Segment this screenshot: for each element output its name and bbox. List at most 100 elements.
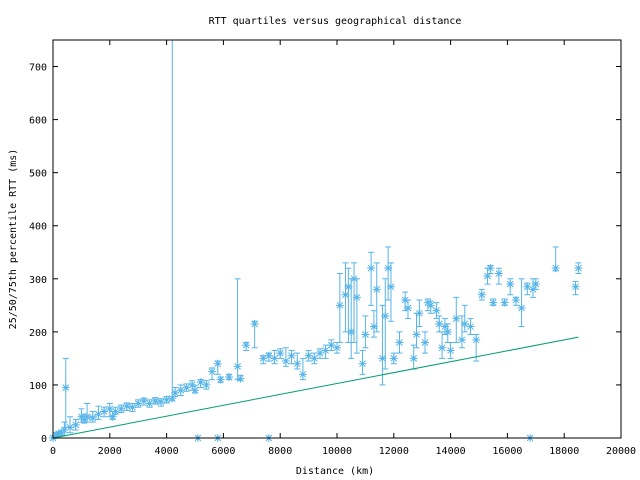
star-marker <box>333 343 341 352</box>
data-point <box>250 319 259 349</box>
star-marker <box>310 354 319 363</box>
star-marker <box>293 359 302 368</box>
data-point <box>409 344 418 370</box>
star-marker <box>506 280 515 289</box>
data-point <box>333 341 341 354</box>
star-marker <box>139 396 148 405</box>
star-marker <box>341 290 350 299</box>
star-marker <box>446 346 455 355</box>
data-point <box>361 315 370 349</box>
data-point <box>216 375 225 384</box>
star-marker <box>409 354 418 363</box>
star-marker <box>162 395 171 404</box>
star-marker <box>250 319 259 328</box>
data-point <box>381 278 390 370</box>
star-marker <box>415 309 424 318</box>
data-point <box>233 278 242 381</box>
star-marker <box>517 303 526 312</box>
star-marker <box>182 383 191 392</box>
data-point <box>208 367 217 381</box>
data-point <box>523 282 532 296</box>
star-marker <box>443 327 452 336</box>
star-marker <box>432 306 441 315</box>
data-point <box>71 418 80 431</box>
star-marker <box>94 410 103 419</box>
star-marker <box>483 272 492 281</box>
star-marker <box>421 338 430 347</box>
x-tick-label: 6000 <box>211 446 235 457</box>
data-point <box>293 352 302 370</box>
data-point <box>83 403 92 423</box>
data-point <box>347 278 356 359</box>
star-marker <box>438 343 447 352</box>
star-marker <box>327 341 336 350</box>
star-marker <box>395 338 404 347</box>
star-marker <box>202 380 211 389</box>
data-point <box>162 395 171 404</box>
star-marker <box>71 420 80 429</box>
data-point <box>281 347 290 367</box>
x-tick-label: 20000 <box>606 446 636 457</box>
data-point <box>196 378 205 389</box>
star-marker <box>171 388 180 397</box>
star-marker <box>176 386 185 395</box>
data-point <box>452 296 461 343</box>
data-point <box>100 406 109 418</box>
star-marker <box>347 327 356 336</box>
star-marker <box>452 314 461 323</box>
star-marker <box>389 354 398 363</box>
star-marker <box>381 311 390 320</box>
star-marker <box>304 351 313 360</box>
star-marker <box>440 322 449 331</box>
data-point <box>128 403 137 412</box>
star-marker <box>489 298 498 307</box>
data-point <box>191 385 199 395</box>
y-tick-label: 700 <box>29 63 47 74</box>
data-point <box>117 404 126 414</box>
star-marker <box>574 264 583 273</box>
star-marker <box>276 349 285 358</box>
star-marker <box>61 383 70 392</box>
y-axis-label: 25/50/75th percentile RTT (ms) <box>8 149 19 330</box>
data-point <box>412 312 421 349</box>
data-point <box>369 310 378 338</box>
y-tick-label: 300 <box>29 275 47 286</box>
star-marker <box>191 386 199 395</box>
star-marker <box>236 374 245 383</box>
x-tick-label: 16000 <box>492 446 522 457</box>
star-marker <box>151 396 160 405</box>
star-marker <box>168 394 177 403</box>
data-point <box>506 278 515 296</box>
star-marker <box>196 378 205 387</box>
data-point <box>321 344 330 359</box>
y-tick-label: 0 <box>41 434 47 445</box>
star-marker <box>494 269 503 278</box>
data-point <box>171 387 180 398</box>
star-marker <box>83 412 92 421</box>
lower-bound-line <box>52 336 579 439</box>
data-point <box>88 410 97 423</box>
data-point <box>176 384 185 397</box>
star-marker <box>270 354 279 363</box>
star-marker <box>500 298 509 307</box>
data-point <box>531 278 540 290</box>
data-point <box>344 267 353 343</box>
data-point <box>213 359 222 375</box>
data-point <box>466 318 475 336</box>
data-point <box>298 357 307 381</box>
plot-frame <box>52 39 622 439</box>
y-tick-label: 500 <box>29 169 47 180</box>
x-tick-label: 18000 <box>549 446 579 457</box>
y-tick-label: 100 <box>29 381 47 392</box>
star-marker <box>66 423 75 432</box>
data-point <box>386 262 395 322</box>
data-point <box>315 348 324 359</box>
star-marker <box>344 282 353 291</box>
star-marker <box>352 293 361 302</box>
y-tick-label: 200 <box>29 328 47 339</box>
star-marker <box>281 357 290 366</box>
data-point <box>395 331 404 354</box>
star-marker <box>361 330 370 339</box>
star-marker <box>404 303 412 312</box>
star-marker <box>384 264 393 273</box>
